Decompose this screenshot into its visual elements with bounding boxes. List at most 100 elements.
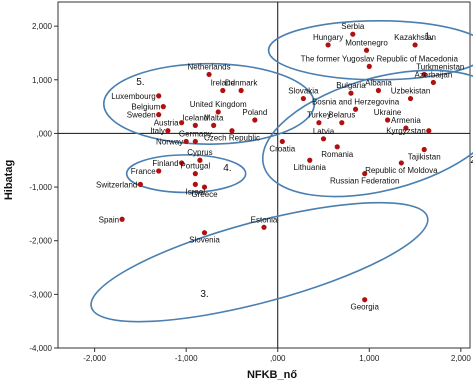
y-tick-label: ,000 [36,129,52,138]
data-point [206,71,212,78]
point-label: Bulgaria [336,81,366,90]
data-point [430,79,436,86]
data-point [211,122,217,128]
data-point [137,181,143,187]
x-axis-title: NFKB_nő [247,369,297,381]
data-point [279,138,285,145]
point-label: Montenegro [345,38,388,47]
point-label: Belarus [328,111,355,120]
data-point [307,157,313,163]
point-label: Czech Republic [204,134,260,143]
data-point [156,93,162,99]
point-label: Norway [156,137,183,146]
point-label: Estonia [251,215,278,224]
data-point [252,117,258,123]
data-point [220,87,226,94]
point-label: Ireland [211,79,235,88]
data-point [119,216,125,222]
point-label: Serbia [341,22,365,31]
point-label: Portugal [180,162,210,171]
point-label: Malta [204,113,224,122]
point-label: Italy [150,127,165,136]
point-label: Republic of Moldova [365,166,438,175]
y-tick-label: -2,000 [29,237,52,246]
cluster-ellipse [261,69,473,198]
point-label: Austria [154,119,179,128]
data-point [160,104,166,110]
point-label: Slovakia [288,87,319,96]
data-point [320,136,327,142]
axes: -2,000 -1,000 ,000 1,000 2,000 -4,000 -3,000 -2… [29,1,472,363]
cluster-ellipse [125,154,247,194]
point-label: Denmark [225,79,258,88]
point-label: Luxembourg [111,92,155,101]
plot-frame [57,1,471,349]
point-label: Spain [99,215,119,224]
point-label: Bosnia and Herzegovina [312,97,400,106]
data-point [192,171,198,177]
data-point [261,224,267,230]
y-axis-title: Hibatag [3,160,15,200]
x-tick-label: -1,000 [175,354,198,363]
data-point [238,87,244,94]
x-tick-label: ,000 [270,354,286,363]
point-label: Israel [186,187,206,196]
data-point [339,120,345,126]
point-label: United Kingdom [190,100,247,109]
data-point [375,87,382,94]
point-label: Netherlands [187,62,230,71]
data-point [362,171,368,177]
x-tick-label: -2,000 [83,354,106,363]
cluster-ellipse [267,19,473,81]
point-label: Georgia [350,303,379,312]
data-point [215,109,221,115]
data-point [201,184,208,190]
point-label: Greece [191,190,218,199]
data-point [421,146,427,153]
data-point [426,128,432,134]
data-points [119,31,436,303]
data-point [300,95,306,102]
data-point [385,117,391,123]
data-point [183,138,189,145]
point-label: Armenia [391,116,421,125]
data-point [407,95,414,102]
point-label: Poland [242,108,267,117]
data-point [352,106,359,112]
point-label: Sweden [127,111,156,120]
x-tick-label: 2,000 [451,354,472,363]
point-label: France [131,167,156,176]
point-label: Kyrgyzstan [386,127,426,136]
point-label: Germany [179,129,212,138]
point-label: The former Yugoslav Republic of Macedoni… [301,54,459,63]
data-point [156,168,162,174]
point-label: Albania [365,79,392,88]
data-point [179,160,185,166]
point-label: Turkmenistan [416,62,464,71]
point-label: Iceland [182,113,208,122]
data-point [201,230,208,236]
point-label: Uzbekistan [391,87,431,96]
point-label: Switzerland [96,180,137,189]
data-point [398,160,404,166]
cluster-number: 5. [136,77,144,88]
data-point [192,181,198,187]
cluster-number: 2. [470,155,473,166]
data-point [316,120,322,126]
data-point [165,128,171,134]
point-label: Hungary [313,33,343,42]
point-label: Belgium [131,103,160,112]
point-label: Latvia [313,127,335,136]
point-label: Lithuania [294,163,327,172]
cluster-number: 1. [425,32,433,43]
cluster-ellipse [102,62,316,145]
data-point [334,144,340,150]
point-label: Romania [321,150,354,159]
cluster-number: 3. [200,289,208,300]
data-point [403,125,409,131]
cluster-ellipse [90,201,429,323]
data-point [179,120,185,126]
data-point [156,112,162,118]
y-tick-label: -4,000 [29,344,52,353]
